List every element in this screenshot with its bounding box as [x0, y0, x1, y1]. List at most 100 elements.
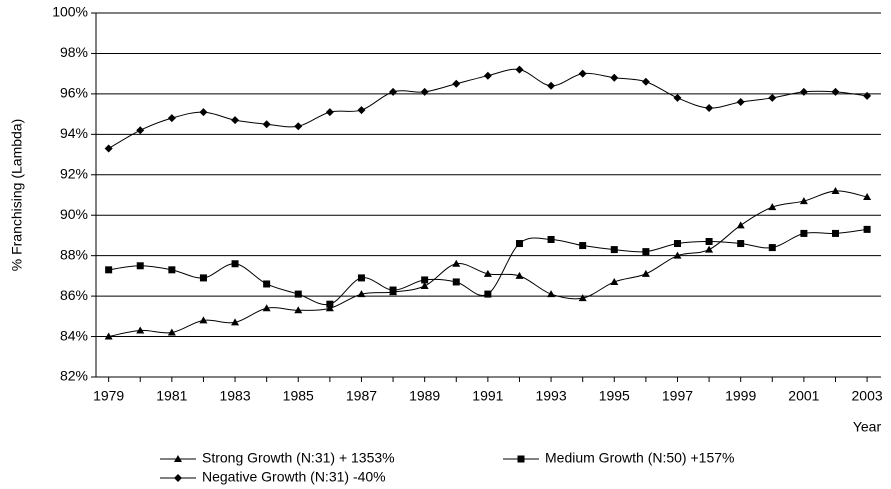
- data-point: [168, 266, 176, 274]
- data-point: [705, 238, 713, 246]
- data-point: [167, 114, 176, 123]
- data-point: [736, 97, 745, 106]
- data-point: [831, 186, 840, 194]
- data-point: [579, 242, 587, 250]
- data-point: [421, 276, 429, 284]
- x-axis-label: Year: [853, 419, 882, 435]
- y-tick-label: 88%: [60, 246, 88, 262]
- data-point: [199, 108, 208, 117]
- data-point: [104, 332, 113, 340]
- data-point: [673, 240, 681, 248]
- data-point: [325, 108, 334, 117]
- data-point: [231, 116, 240, 125]
- data-point: [484, 290, 492, 298]
- legend-marker: [174, 455, 182, 462]
- x-tick-label: 1995: [599, 388, 630, 404]
- data-point: [799, 87, 808, 96]
- data-point: [389, 87, 398, 96]
- data-point: [737, 240, 745, 248]
- data-point: [547, 81, 556, 90]
- data-point: [326, 300, 334, 308]
- data-point: [389, 286, 397, 294]
- data-point: [357, 274, 365, 282]
- data-point: [136, 126, 145, 135]
- data-point: [736, 221, 745, 229]
- data-point: [483, 71, 492, 80]
- data-point: [483, 269, 492, 277]
- series-line: [108, 68, 868, 149]
- data-point: [641, 77, 650, 86]
- x-tick-label: 1985: [283, 388, 314, 404]
- y-tick-label: 92%: [60, 165, 88, 181]
- data-point: [325, 304, 334, 312]
- data-point: [673, 251, 682, 259]
- data-point: [452, 278, 460, 286]
- y-tick-label: 84%: [60, 327, 88, 343]
- x-tick-label: 1979: [93, 388, 124, 404]
- data-point: [515, 65, 524, 74]
- data-point: [357, 106, 366, 115]
- x-tick-label: 2003: [852, 388, 883, 404]
- legend-label: Medium Growth (N:50) +157%: [545, 450, 734, 466]
- x-tick-label: 2001: [788, 388, 819, 404]
- data-point: [294, 122, 303, 131]
- data-point: [231, 260, 239, 268]
- y-tick-label: 90%: [60, 206, 88, 222]
- data-point: [167, 328, 176, 336]
- data-point: [831, 229, 839, 237]
- x-tick-label: 1983: [219, 388, 250, 404]
- data-point: [863, 225, 871, 233]
- data-point: [863, 193, 872, 201]
- data-point: [105, 266, 113, 274]
- data-point: [136, 326, 145, 334]
- data-point: [515, 240, 523, 248]
- data-point: [231, 318, 240, 326]
- legend-label: Strong Growth (N:31) + 1353%: [202, 450, 395, 466]
- x-tick-label: 1989: [409, 388, 440, 404]
- data-point: [420, 87, 429, 96]
- x-tick-label: 1981: [156, 388, 187, 404]
- data-point: [452, 259, 461, 267]
- x-tick-label: 1991: [472, 388, 503, 404]
- data-point: [515, 271, 524, 279]
- data-point: [262, 120, 271, 129]
- data-point: [452, 79, 461, 88]
- data-point: [610, 73, 619, 82]
- data-point: [705, 104, 714, 113]
- x-tick-label: 1997: [662, 388, 693, 404]
- y-tick-label: 86%: [60, 287, 88, 303]
- legend-label: Negative Growth (N:31) -40%: [202, 469, 386, 485]
- data-point: [831, 87, 840, 96]
- data-point: [641, 269, 650, 277]
- data-point: [705, 245, 714, 253]
- y-tick-label: 96%: [60, 85, 88, 101]
- y-tick-label: 82%: [60, 368, 88, 384]
- data-point: [294, 290, 302, 298]
- data-point: [863, 91, 872, 100]
- y-tick-label: 100%: [52, 4, 88, 20]
- data-point: [800, 229, 808, 237]
- x-tick-label: 1987: [346, 388, 377, 404]
- data-point: [262, 304, 271, 312]
- data-point: [610, 246, 618, 254]
- data-point: [294, 306, 303, 314]
- data-point: [420, 282, 429, 289]
- data-point: [768, 93, 777, 102]
- y-tick-label: 94%: [60, 125, 88, 141]
- data-point: [547, 290, 556, 298]
- data-point: [610, 277, 619, 285]
- y-axis-label: % Franchising (Lambda): [9, 119, 25, 272]
- x-tick-label: 1999: [725, 388, 756, 404]
- data-point: [104, 144, 113, 153]
- data-point: [578, 69, 587, 78]
- data-point: [547, 235, 555, 243]
- data-point: [768, 203, 777, 211]
- data-point: [199, 316, 208, 324]
- data-point: [673, 93, 682, 102]
- data-point: [357, 290, 366, 298]
- data-point: [136, 262, 144, 270]
- data-point: [263, 280, 271, 288]
- legend-marker: [517, 455, 525, 463]
- x-tick-label: 1993: [535, 388, 566, 404]
